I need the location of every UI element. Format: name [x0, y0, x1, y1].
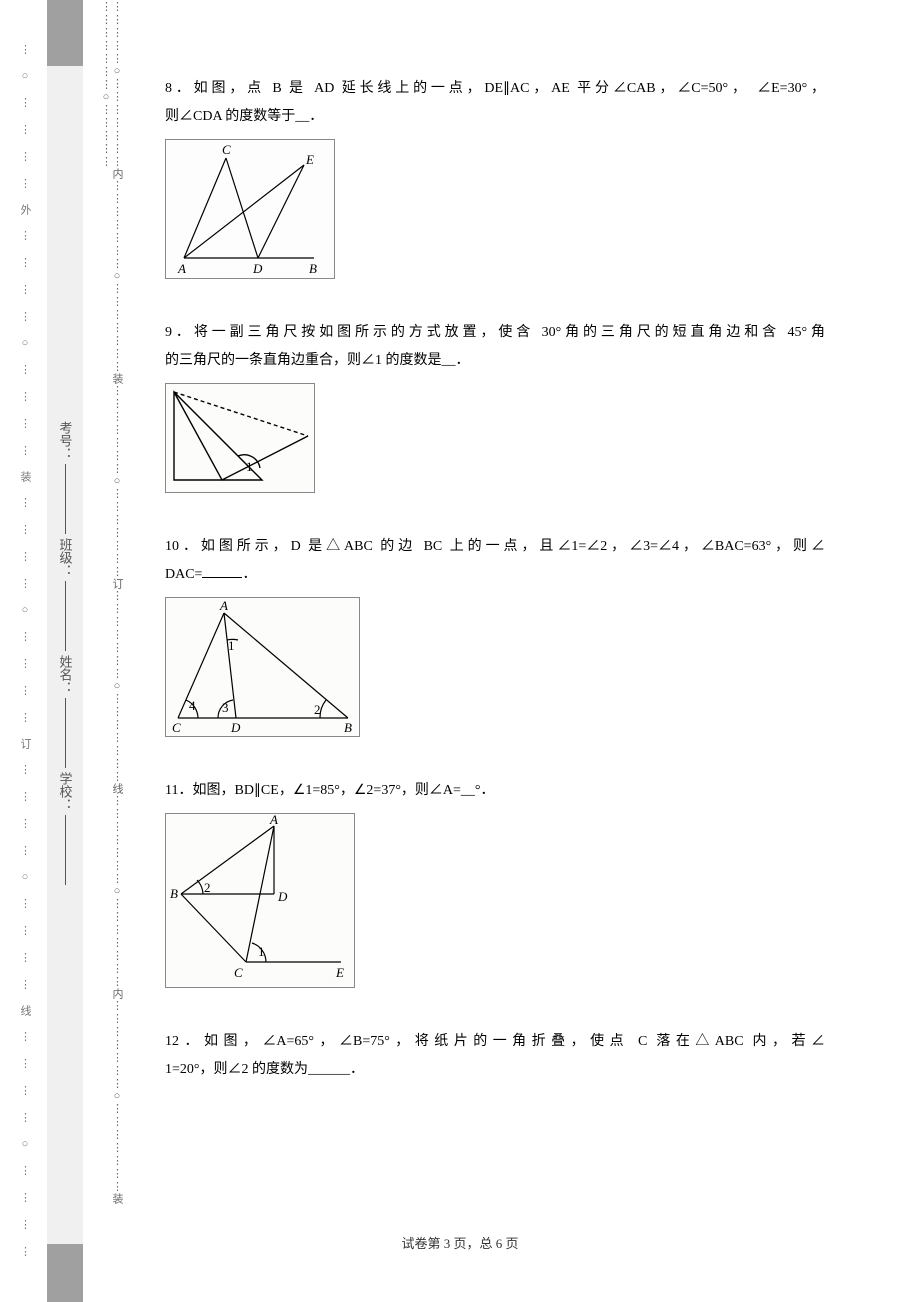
- q11-figure: 1 2 A B D C E: [165, 813, 355, 988]
- blank-school: [65, 815, 66, 885]
- q10-label-C: C: [172, 720, 181, 735]
- q10-line2: DAC=．: [165, 567, 256, 582]
- page-footer: 试卷第 3 页，总 6 页: [0, 1233, 920, 1252]
- q12-num: 12．: [165, 1034, 204, 1049]
- q8-line2: 则∠CDA 的度数等于__．: [165, 109, 323, 124]
- question-10: 10．如图所示，D 是△ABC 的边 BC 上的一点，且∠1=∠2，∠3=∠4，…: [165, 533, 825, 737]
- q11-line1: 如图，BD∥CE，∠1=85°，∠2=37°，则∠A=__°．: [192, 783, 494, 798]
- question-9: 9．将一副三角尺按如图所示的方式放置，使含 30°角的三角尺的短直角边和含 45…: [165, 319, 825, 493]
- q10-angle-1: 1: [228, 638, 235, 653]
- blank-class: [65, 581, 66, 651]
- footer-suffix: 页: [502, 1236, 518, 1251]
- q10-label-D: D: [230, 720, 241, 735]
- q8-label-C: C: [222, 142, 231, 157]
- question-12: 12．如图，∠A=65°，∠B=75°，将纸片的一角折叠，使点 C 落在△ABC…: [165, 1028, 825, 1084]
- q11-num: 11．: [165, 783, 192, 798]
- blank-id: [65, 464, 66, 534]
- q12-line1: 如图，∠A=65°，∠B=75°，将纸片的一角折叠，使点 C 落在△ABC 内，…: [204, 1034, 825, 1049]
- q12-line2: 1=20°，则∠2 的度数为______．: [165, 1062, 364, 1077]
- q10-angle-2: 2: [314, 702, 321, 717]
- q11-label-D: D: [277, 889, 288, 904]
- q9-line1: 将一副三角尺按如图所示的方式放置，使含 30°角的三角尺的短直角边和含 45°角: [194, 325, 825, 340]
- label-name: 姓名：: [56, 655, 75, 694]
- q11-label-E: E: [335, 965, 344, 980]
- q9-num: 9．: [165, 325, 194, 340]
- q10-line1: 如图所示，D 是△ABC 的边 BC 上的一点，且∠1=∠2，∠3=∠4，∠BA…: [201, 539, 825, 554]
- outer-binding-text: ⋮ ○ ⋮ ⋮ ⋮ ⋮ 外 ⋮ ⋮ ⋮ ⋮ ○ ⋮ ⋮ ⋮ ⋮ 装 ⋮ ⋮ ⋮ …: [22, 0, 28, 1302]
- q10-num: 10．: [165, 539, 201, 554]
- q8-label-A: A: [177, 261, 186, 276]
- q8-num: 8．: [165, 81, 194, 96]
- inner-binding-text: ⋮⋮⋮⋮⋮○⋮⋮⋮⋮⋮⋮⋮内⋮⋮⋮⋮⋮⋮⋮○⋮⋮⋮⋮⋮⋮⋮装⋮⋮⋮⋮⋮⋮⋮○⋮⋮…: [102, 0, 120, 1302]
- blank-name: [65, 698, 66, 768]
- q8-figure: A C D B E: [165, 139, 335, 279]
- footer-prefix: 试卷第: [401, 1236, 443, 1251]
- q10-angle-3: 3: [222, 700, 229, 715]
- label-class: 班级：: [56, 538, 75, 577]
- margin-grey-top: [47, 0, 83, 66]
- margin-grey-bottom: [47, 1244, 83, 1302]
- question-8: 8．如图，点 B 是 AD 延长线上的一点，DE∥AC，AE 平分∠CAB，∠C…: [165, 75, 825, 279]
- question-11: 11．如图，BD∥CE，∠1=85°，∠2=37°，则∠A=__°． 1 2 A…: [165, 777, 825, 988]
- label-id: 考号：: [56, 421, 75, 460]
- q10-label-B: B: [344, 720, 352, 735]
- student-info-column: 考号： 班级： 姓名： 学校：: [47, 66, 83, 1244]
- q9-line2: 的三角尺的一条直角边重合，则∠1 的度数是__．: [165, 353, 470, 368]
- q9-figure: 1: [165, 383, 315, 493]
- q8-label-B: B: [309, 261, 317, 276]
- footer-mid: 页，总: [450, 1236, 496, 1251]
- main-content: 8．如图，点 B 是 AD 延长线上的一点，DE∥AC，AE 平分∠CAB，∠C…: [165, 75, 825, 1114]
- q8-line1: 如图，点 B 是 AD 延长线上的一点，DE∥AC，AE 平分∠CAB，∠C=5…: [194, 81, 825, 96]
- q9-angle-1: 1: [246, 459, 253, 474]
- q8-label-D: D: [252, 261, 263, 276]
- q8-label-E: E: [305, 152, 314, 167]
- q11-label-A: A: [269, 813, 278, 827]
- q11-angle-2: 2: [204, 880, 211, 895]
- q11-label-C: C: [234, 965, 243, 980]
- q10-angle-4: 4: [189, 698, 196, 713]
- q11-angle-1: 1: [258, 944, 265, 959]
- q11-label-B: B: [170, 886, 178, 901]
- q10-figure: 1 2 3 4 A B C D: [165, 597, 360, 737]
- label-school: 学校：: [56, 772, 75, 811]
- q10-label-A: A: [219, 598, 228, 613]
